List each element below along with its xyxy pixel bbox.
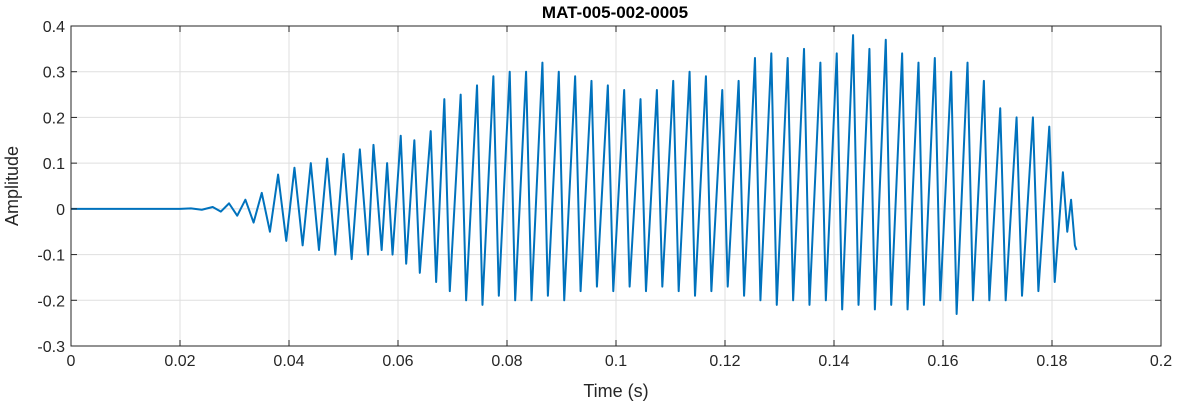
x-tick-label: 0.1 [605, 353, 627, 370]
y-tick-label: -0.3 [37, 339, 65, 356]
x-tick-label: 0.06 [382, 353, 413, 370]
y-tick-label: 0.2 [43, 110, 65, 127]
x-tick-label: 0.04 [273, 353, 304, 370]
x-axis-label: Time (s) [583, 381, 648, 401]
x-tick-label: 0.14 [818, 353, 849, 370]
x-tick-label: 0.16 [927, 353, 958, 370]
x-tick-label: 0 [67, 353, 76, 370]
x-tick-label: 0.02 [164, 353, 195, 370]
y-tick-label: 0.3 [43, 65, 65, 82]
y-tick-label: 0.1 [43, 156, 65, 173]
series-layer [71, 34, 1078, 315]
y-axis-label: Amplitude [2, 146, 22, 226]
grid-layer [70, 25, 1162, 347]
y-tick-label: -0.1 [37, 248, 65, 265]
y-tick-label: -0.2 [37, 293, 65, 310]
x-tick-label: 0.18 [1036, 353, 1067, 370]
x-tick-label: 0.2 [1150, 353, 1172, 370]
y-tick-label: 0.4 [43, 19, 65, 36]
signal-line [71, 34, 1078, 315]
chart-title: MAT-005-002-0005 [542, 3, 688, 22]
x-tick-label: 0.08 [491, 353, 522, 370]
y-tick-label: 0 [56, 202, 65, 219]
x-tick-label: 0.12 [709, 353, 740, 370]
tick-layer: 0 0.02 0.04 0.06 0.08 0.1 0.12 0.14 0.16 0.18 0.2 -… [37, 19, 1172, 370]
